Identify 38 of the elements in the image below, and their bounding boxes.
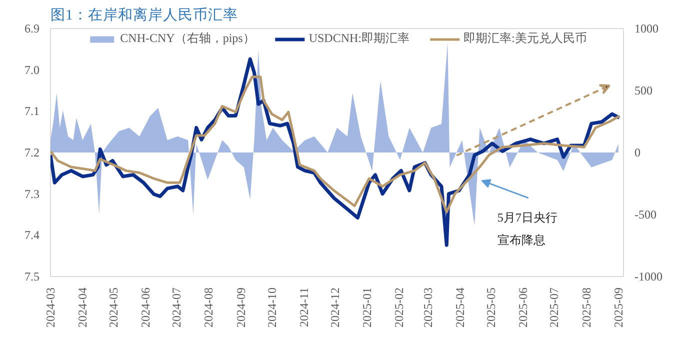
x-tick-label: 2024-03	[44, 287, 58, 328]
x-tick-label: 2025-03	[421, 287, 436, 328]
x-tick-label: 2025-02	[392, 287, 406, 328]
x-tick-label: 2025-08	[579, 287, 594, 328]
y-tick-label: 7.1	[24, 104, 40, 118]
x-tick-label: 2024-12	[328, 287, 342, 328]
y-tick-label: 7.5	[24, 270, 40, 284]
legend-label: 即期汇率:美元兑人民币	[464, 30, 587, 47]
y2-tick-label: 0	[634, 146, 640, 160]
x-tick-label: 2025-05	[484, 287, 498, 328]
x-tick-label: 2024-06	[138, 287, 153, 328]
x-tick-label: 2025-01	[360, 287, 374, 328]
x-tick-label: 2025-09	[611, 287, 626, 328]
x-tick-label: 2025-06	[516, 287, 530, 328]
x-tick-label: 2024-10	[264, 287, 279, 328]
x-tick-label: 2025-07	[547, 287, 562, 328]
y-tick-label: 7.2	[24, 146, 40, 160]
annotation: 5月7日央行	[497, 210, 558, 224]
legend-label: CNH-CNY（右轴，pips）	[120, 30, 255, 47]
x-tick-label: 2024-07	[170, 287, 184, 328]
x-tick-label: 2024-08	[202, 287, 216, 328]
y-tick-label: 6.9	[24, 22, 40, 36]
x-tick-label: 2024-11	[296, 287, 311, 328]
chart-title: 图1：在岸和离岸人民币汇率	[50, 6, 238, 24]
y-tick-label: 7.3	[24, 186, 40, 201]
legend-label: USDCNH:即期汇率	[308, 30, 410, 47]
x-tick-label: 2024-04	[76, 287, 90, 328]
x-tick-label: 2024-09	[234, 287, 248, 328]
y-tick-label: 7.4	[24, 228, 40, 242]
y-tick-label: 7.0	[24, 62, 40, 77]
x-tick-label: 2024-05	[106, 287, 121, 328]
line-series	[50, 76, 621, 214]
y2-tick-label: 1000	[634, 22, 658, 36]
annotation: 宣布降息	[497, 233, 546, 248]
y2-tick-label: -1000	[634, 270, 662, 284]
y2-tick-label: -500	[634, 208, 656, 222]
x-tick-label: 2025-04	[453, 287, 468, 328]
y2-tick-label: 500	[634, 84, 652, 98]
